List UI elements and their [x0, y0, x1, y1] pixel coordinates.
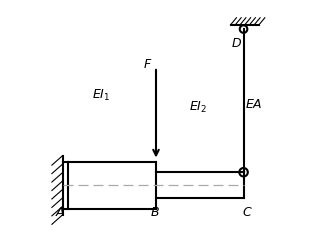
Text: D: D: [232, 37, 241, 50]
Text: B: B: [150, 206, 159, 219]
Text: $EI_2$: $EI_2$: [189, 100, 208, 115]
Text: C: C: [243, 206, 251, 219]
Text: $F$: $F$: [143, 58, 152, 71]
Text: $EA$: $EA$: [246, 98, 263, 111]
Text: $EI_1$: $EI_1$: [92, 88, 111, 103]
Text: A: A: [56, 206, 64, 219]
